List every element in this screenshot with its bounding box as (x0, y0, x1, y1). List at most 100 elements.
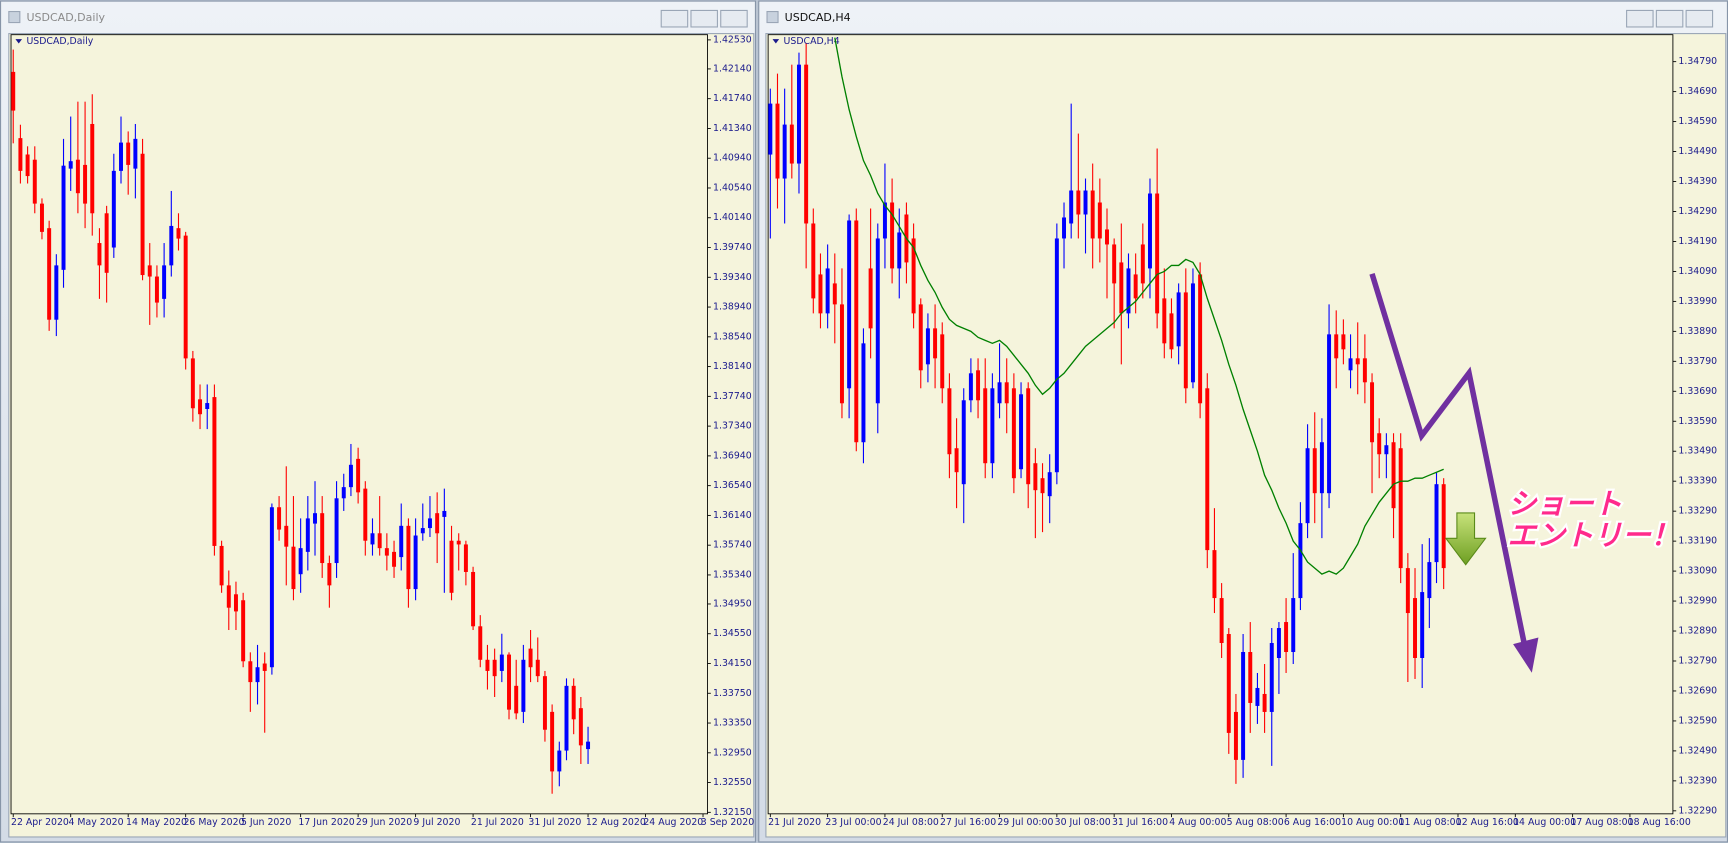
candle-body (1405, 568, 1410, 614)
y-tick-label: 1.33090 (1678, 566, 1717, 577)
x-tick-label: 14 Aug 00:00 (1513, 817, 1576, 828)
candle-body (1420, 592, 1425, 658)
candle-body (550, 711, 555, 772)
x-tick-label: 6 Aug 16:00 (1284, 817, 1341, 828)
candle-body (363, 488, 368, 541)
candle-body (925, 328, 930, 365)
candle-body (1276, 628, 1281, 658)
chart-client (8, 33, 755, 838)
scenario-arrow (1369, 273, 1528, 650)
y-tick-label: 1.32390 (1678, 775, 1717, 786)
candle-body (571, 685, 576, 720)
candle-body (492, 659, 497, 677)
candle-body (1284, 622, 1289, 653)
x-tick-label: 22 Apr 2020 (11, 817, 69, 828)
candle-body (1291, 598, 1296, 653)
plot-border (767, 34, 1674, 815)
y-tick-label: 1.32150 (713, 807, 752, 818)
x-tick-label: 5 Aug 08:00 (1227, 817, 1284, 828)
candle-body (1219, 598, 1224, 644)
candle-body (90, 123, 95, 214)
trade-annotation: ショート エントリー！ (1369, 273, 1682, 673)
x-tick-label: 24 Jul 08:00 (883, 817, 939, 828)
y-tick-label: 1.36940 (713, 450, 752, 461)
minimize-button[interactable] (660, 9, 689, 28)
candle-body (1305, 448, 1310, 524)
candle-body (427, 518, 432, 529)
annotation-text: エントリー！ (1508, 518, 1680, 552)
candle-body (205, 403, 210, 409)
y-tick-label: 1.33890 (1678, 326, 1717, 337)
candle-body (1198, 274, 1203, 404)
x-tick-label: 29 Jun 2020 (356, 817, 412, 828)
candle-body (370, 533, 375, 545)
y-tick-label: 1.34590 (1678, 116, 1717, 127)
y-tick-label: 1.41340 (713, 123, 752, 134)
minimize-button[interactable] (1626, 9, 1654, 28)
candle-body (1069, 190, 1074, 224)
y-tick-label: 1.34950 (713, 598, 752, 609)
window-buttons[interactable] (660, 9, 748, 28)
symbol-label: USDCAD,H4 (784, 36, 840, 47)
annotation-text: ショート (1508, 486, 1623, 520)
candle-body (190, 358, 195, 409)
candle-body (449, 540, 454, 593)
candle-body (897, 232, 902, 269)
y-tick-label: 1.34690 (1678, 86, 1717, 97)
candle-body (997, 382, 1002, 404)
candle-body (564, 685, 569, 751)
candle-body (947, 388, 952, 455)
candle-body (1183, 292, 1188, 389)
candle-body (1212, 550, 1217, 599)
candle-body (183, 235, 188, 359)
y-tick-label: 1.32990 (1678, 596, 1717, 607)
candle-body (542, 676, 547, 730)
candle-body (18, 138, 23, 171)
window-title: USDCAD,Daily (26, 11, 105, 24)
candle-body (126, 142, 131, 165)
candle-body (954, 448, 959, 473)
candle-body (1248, 652, 1253, 703)
candle-body (219, 545, 224, 586)
close-button[interactable] (720, 9, 748, 28)
x-tick-label: 18 Aug 16:00 (1628, 817, 1691, 828)
y-tick-label: 1.34390 (1678, 176, 1717, 187)
x-tick-label: 10 Aug 00:00 (1341, 817, 1404, 828)
candle-body (298, 548, 303, 575)
close-button[interactable] (1685, 9, 1714, 28)
y-tick-label: 1.42140 (713, 63, 752, 74)
candle-body (348, 464, 353, 488)
chart-content: USDCAD,Daily USDCAD,Daily 1.42530 1.42140 1.… (11, 11, 1717, 828)
y-tick-label: 1.34790 (1678, 56, 1717, 67)
candle-body (890, 202, 895, 269)
candle-body (83, 164, 88, 204)
candle-body (262, 663, 267, 671)
y-tick-label: 1.42530 (713, 34, 752, 45)
y-tick-label: 1.37340 (713, 421, 752, 432)
candle-body (119, 142, 123, 171)
candle-body (811, 223, 816, 299)
candle-body (47, 228, 52, 320)
y-tick-label: 1.32790 (1678, 655, 1717, 666)
candle-body (832, 283, 837, 305)
candle-body (1126, 268, 1131, 314)
candle-body (1169, 313, 1174, 350)
maximize-button[interactable] (1655, 9, 1684, 28)
candle-body (420, 528, 425, 534)
candle-body (968, 373, 973, 401)
candle-body (847, 220, 852, 389)
y-tick-label: 1.32490 (1678, 745, 1717, 756)
y-tick-label: 1.33690 (1678, 386, 1717, 397)
candle-body (1004, 382, 1009, 404)
y-tick-label: 1.34290 (1678, 206, 1717, 217)
maximize-button[interactable] (690, 9, 718, 28)
candle-body (97, 243, 102, 266)
candle-body (176, 228, 181, 239)
candle-body (1176, 292, 1181, 347)
y-tick-label: 1.33350 (713, 718, 752, 729)
candle-body (514, 685, 519, 714)
x-tick-label: 24 Aug 2020 (643, 817, 703, 828)
candle-body (1155, 193, 1160, 314)
window-buttons[interactable] (1626, 9, 1714, 28)
candle-body (1370, 382, 1375, 443)
